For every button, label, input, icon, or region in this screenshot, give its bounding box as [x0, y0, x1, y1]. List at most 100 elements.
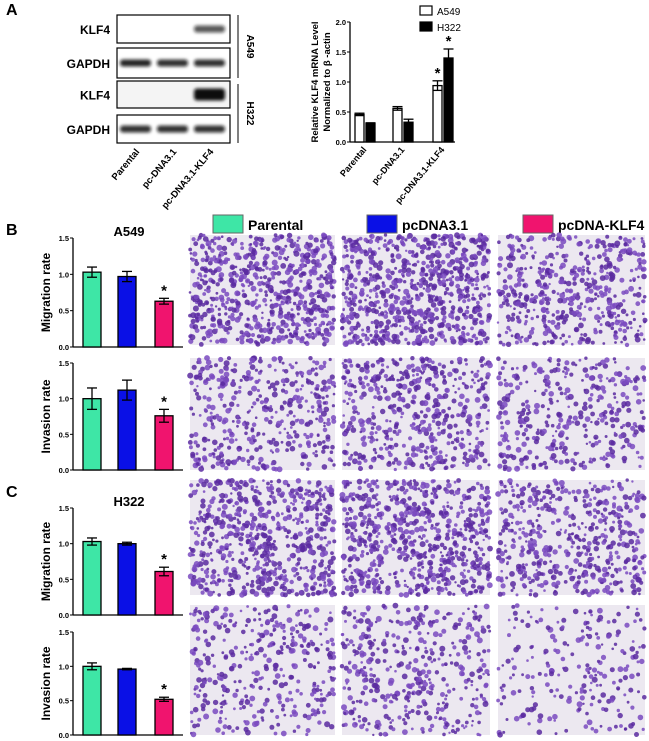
stained-cell [513, 283, 519, 288]
stained-cell [226, 297, 231, 302]
stained-cell [393, 482, 397, 486]
stained-cell [232, 570, 238, 576]
stained-cell [444, 413, 450, 419]
stained-cell [207, 541, 213, 547]
stained-cell [375, 484, 380, 489]
stained-cell [574, 327, 579, 332]
bar [82, 540, 102, 616]
stained-cell [415, 414, 421, 420]
stained-cell [212, 439, 218, 446]
stained-cell [462, 451, 468, 457]
stained-cell [612, 495, 617, 500]
stained-cell [256, 334, 261, 339]
stained-cell [227, 513, 233, 519]
stained-cell [500, 366, 505, 371]
stained-cell [377, 454, 381, 459]
stained-cell [533, 342, 537, 345]
stained-cell [639, 332, 644, 337]
stained-cell [542, 370, 545, 373]
stained-cell [385, 319, 392, 325]
stained-cell [439, 302, 443, 306]
stained-cell [615, 319, 618, 322]
stained-cell [463, 569, 466, 572]
stained-cell [480, 444, 483, 447]
stained-cell [530, 578, 535, 583]
stained-cell [348, 378, 353, 383]
stained-cell [359, 537, 362, 541]
stained-cell [306, 461, 312, 467]
stained-cell [418, 552, 424, 559]
stained-cell [329, 284, 333, 288]
stained-cell [265, 266, 269, 270]
chart-title: A549 [113, 224, 144, 239]
stained-cell [440, 236, 446, 242]
stained-cell [321, 464, 328, 470]
stained-cell [454, 550, 459, 555]
stained-cell [574, 235, 578, 239]
stained-cell [586, 269, 590, 273]
stained-cell [516, 318, 522, 324]
y-tick-label: 1.5 [336, 48, 346, 57]
stained-cell [507, 243, 512, 248]
stained-cell [367, 568, 371, 572]
stained-cell [419, 370, 423, 373]
stained-cell [540, 274, 546, 280]
stained-cell [620, 378, 627, 385]
stained-cell [318, 323, 323, 328]
stained-cell [196, 483, 200, 487]
stained-cell [189, 334, 196, 341]
stained-cell [427, 463, 431, 468]
stained-cell [218, 253, 221, 257]
stained-cell [384, 446, 389, 451]
stained-cell [325, 505, 330, 510]
stained-cell [498, 256, 504, 262]
stained-cell [553, 272, 559, 278]
stained-cell [409, 424, 413, 427]
stained-cell [206, 507, 211, 513]
stained-cell [426, 284, 431, 289]
stained-cell [597, 518, 604, 524]
legend-label: H322 [437, 23, 461, 34]
stained-cell [391, 333, 398, 340]
stained-cell [641, 567, 645, 571]
stained-cell [462, 382, 466, 386]
stained-cell [219, 459, 224, 464]
stained-cell [597, 417, 600, 421]
bar [117, 543, 137, 616]
stained-cell [519, 424, 523, 428]
stained-cell [346, 462, 351, 467]
stained-cell [396, 406, 401, 411]
stained-cell [319, 502, 323, 506]
stained-cell [514, 430, 521, 436]
stained-cell [588, 404, 593, 409]
stained-cell [438, 567, 443, 573]
stained-cell [539, 261, 543, 265]
stained-cell [386, 274, 393, 281]
stained-cell [209, 307, 215, 313]
stained-cell [280, 512, 284, 516]
stained-cell [256, 585, 262, 591]
stained-cell [477, 379, 480, 383]
stained-cell [569, 372, 574, 377]
stained-cell [379, 446, 384, 451]
stained-cell [259, 566, 263, 570]
stained-cell [511, 515, 515, 519]
stained-cell [341, 590, 346, 596]
stained-cell [602, 572, 607, 578]
stained-cell [561, 342, 565, 346]
stained-cell [430, 479, 435, 484]
stained-cell [521, 432, 527, 437]
stained-cell [209, 257, 215, 262]
stained-cell [253, 591, 260, 597]
stained-cell [499, 507, 504, 511]
stained-cell [213, 269, 218, 274]
stained-cell [374, 341, 379, 346]
significance-star: * [161, 551, 167, 568]
stained-cell [236, 403, 240, 407]
significance-star: * [161, 282, 167, 299]
stained-cell [397, 527, 401, 531]
stained-cell [409, 557, 413, 560]
stained-cell [246, 448, 250, 453]
stained-cell [445, 253, 451, 259]
stained-cell [598, 290, 604, 296]
